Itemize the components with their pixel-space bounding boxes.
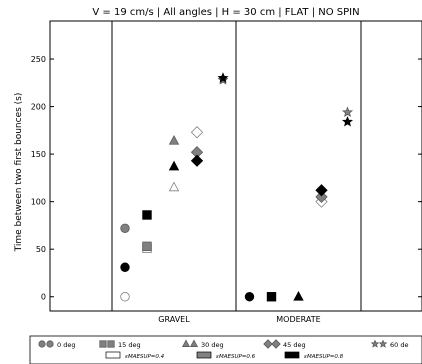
legend-label: 15 deg	[118, 341, 141, 349]
data-point	[293, 290, 304, 301]
legend-marker	[370, 339, 380, 348]
legend-marker	[99, 340, 107, 348]
legend-label: 30 deg	[201, 341, 224, 349]
legend-marker	[263, 339, 273, 349]
category-label: MODERATE	[276, 315, 320, 324]
legend-marker	[38, 340, 46, 348]
legend-label: εMAESUP=0.4	[125, 354, 165, 360]
data-point	[244, 292, 255, 302]
data-point	[142, 210, 152, 220]
legend-marker	[378, 339, 388, 348]
legend-label: 0 deg	[57, 341, 75, 349]
data-point	[315, 190, 328, 204]
data-point	[341, 106, 354, 117]
data-markers	[120, 72, 354, 302]
y-tick-label: 250	[31, 55, 46, 64]
data-point	[341, 116, 354, 127]
legend-marker	[189, 339, 199, 347]
legend-marker	[181, 339, 191, 347]
data-point	[190, 154, 204, 167]
y-tick-label: 150	[31, 150, 46, 159]
data-point	[217, 72, 229, 83]
data-point	[142, 241, 152, 252]
legend-swatch	[196, 351, 212, 359]
data-point	[120, 223, 130, 233]
data-point	[168, 181, 180, 192]
legend-label: εMAESUP=0.6	[216, 354, 256, 360]
legend-label: 45 deg	[283, 341, 306, 349]
legend-swatch	[105, 351, 121, 359]
plot-area: 0 50 100 150 200 250 GRAVEL MODERATE	[31, 20, 422, 324]
y-axis-label: Time between two first bounces (s)	[14, 93, 24, 253]
legend-angle-row: 0 deg 15 deg 30 deg 45 deg 60 de	[38, 339, 408, 349]
y-axis: 0 50 100 150 200 250	[31, 55, 422, 302]
legend-label: 60 de	[390, 341, 408, 349]
category-label: GRAVEL	[158, 315, 190, 324]
chart-title: V = 19 cm/s | All angles | H = 30 cm | F…	[92, 7, 359, 18]
legend-marker	[107, 340, 115, 348]
legend: 0 deg 15 deg 30 deg 45 deg 60 de εMAESUP=0.4…	[29, 335, 422, 364]
y-tick-label: 50	[36, 245, 46, 254]
legend-marker	[46, 340, 54, 348]
data-point	[168, 160, 180, 171]
data-point	[120, 262, 130, 272]
y-tick-label: 0	[41, 293, 46, 302]
data-point	[266, 292, 277, 302]
data-point	[168, 135, 180, 145]
x-axis: GRAVEL MODERATE	[158, 315, 320, 324]
data-point	[190, 126, 204, 139]
legend-marker	[271, 339, 281, 349]
legend-swatch	[284, 351, 300, 359]
legend-label: εMAESUP=0.8	[304, 354, 344, 360]
y-tick-label: 100	[31, 198, 46, 207]
legend-box	[29, 335, 422, 364]
legend-restitution-row: εMAESUP=0.4 εMAESUP=0.6 εMAESUP=0.8	[105, 351, 344, 360]
y-tick-label: 200	[31, 103, 46, 112]
data-point	[120, 292, 130, 302]
data-point	[315, 184, 328, 197]
